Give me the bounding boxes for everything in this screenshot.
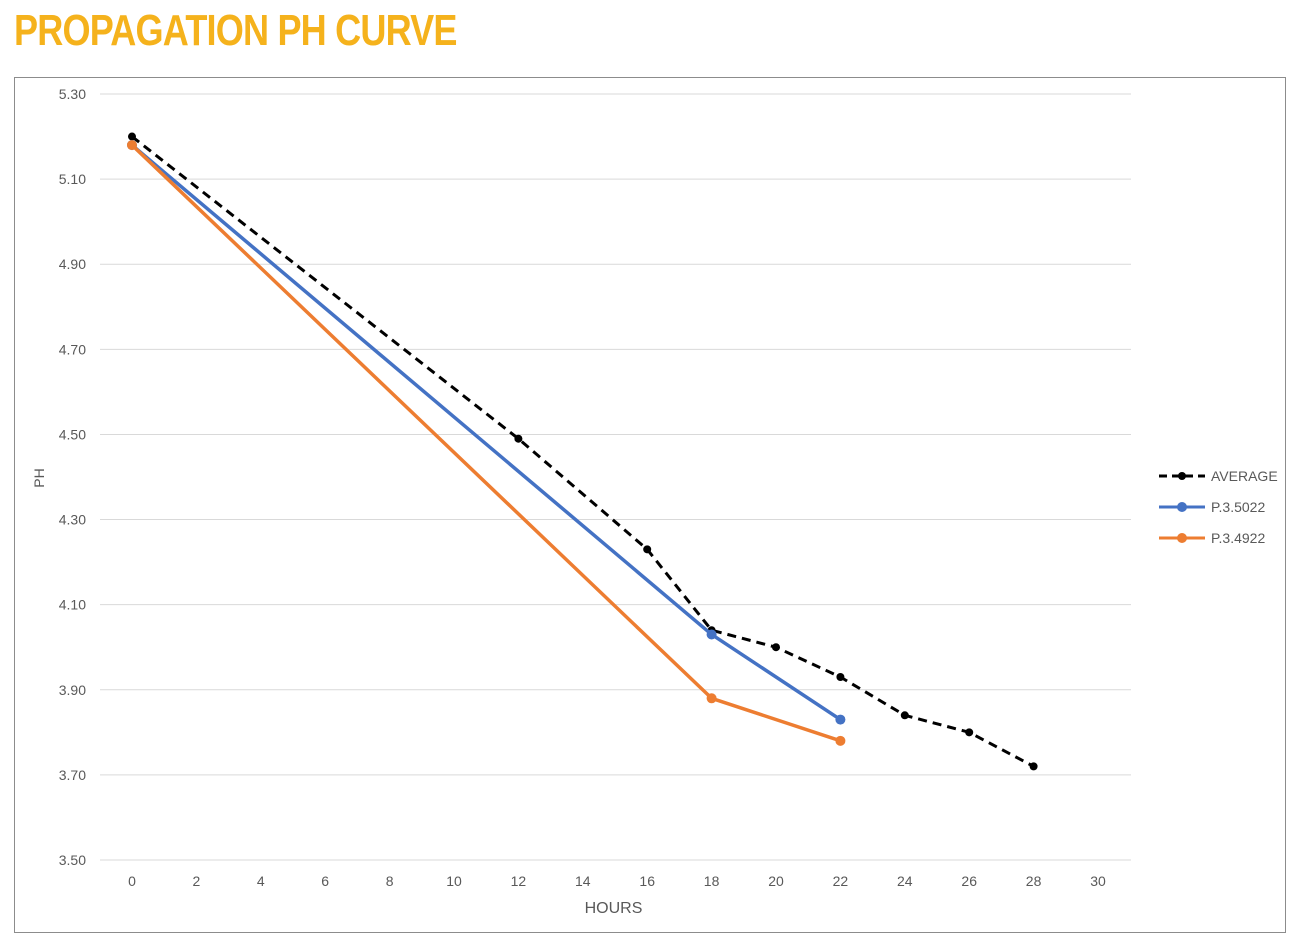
data-point (1029, 762, 1038, 771)
y-tick-label: 4.50 (59, 426, 86, 442)
gridlines (100, 93, 1131, 861)
legend-marker (1177, 533, 1187, 543)
series-average (128, 132, 1038, 771)
data-point (514, 434, 523, 443)
data-point (706, 693, 717, 704)
legend-label: AVERAGE (1211, 468, 1278, 484)
x-tick-label: 2 (193, 873, 201, 889)
series-line (131, 135, 1035, 768)
series-line (130, 143, 842, 722)
data-point (835, 714, 846, 725)
x-tick-label: 22 (833, 873, 849, 889)
legend-label: P.3.4922 (1211, 530, 1265, 546)
x-tick-label: 14 (575, 873, 591, 889)
data-point (643, 545, 652, 554)
data-point (900, 711, 909, 720)
series-p-3-5022 (127, 140, 846, 725)
y-tick-labels: 3.50 3.70 3.90 4.10 4.30 4.50 4.70 4.90 5.10 5.30 (59, 86, 86, 868)
legend-label: P.3.5022 (1211, 499, 1265, 515)
y-tick-label: 4.90 (59, 256, 86, 272)
x-tick-label: 4 (257, 873, 265, 889)
series-lines (127, 132, 1038, 771)
y-axis-label: PH (31, 468, 47, 487)
data-point (128, 132, 136, 141)
y-tick-label: 3.70 (59, 767, 86, 783)
page-title: PROPAGATION PH CURVE (14, 6, 457, 55)
x-axis-label: HOURS (585, 900, 643, 917)
data-point (706, 629, 717, 640)
x-tick-label: 12 (511, 873, 527, 889)
series-p-3-4922 (127, 140, 846, 746)
y-tick-label: 4.10 (59, 597, 86, 613)
legend-item: AVERAGE (1159, 468, 1278, 484)
legend-item: P.3.4922 (1159, 530, 1265, 546)
y-tick-label: 4.30 (59, 512, 86, 528)
legend-marker (1178, 472, 1186, 480)
data-point (965, 728, 974, 737)
data-point (835, 735, 846, 746)
chart-frame (14, 77, 1286, 933)
legend: AVERAGE P.3.5022 P.3.4922 (1159, 468, 1278, 546)
y-tick-label: 5.10 (59, 171, 86, 187)
x-tick-labels: 0 2 4 6 8 10 12 14 16 18 20 22 24 26 28 30 (128, 873, 1106, 889)
legend-item: P.3.5022 (1159, 499, 1265, 515)
x-tick-label: 26 (961, 873, 977, 889)
x-tick-label: 10 (446, 873, 462, 889)
x-tick-label: 28 (1026, 873, 1042, 889)
x-tick-label: 24 (897, 873, 913, 889)
data-point (772, 643, 780, 652)
y-tick-label: 3.90 (59, 682, 86, 698)
y-tick-label: 3.50 (59, 852, 86, 868)
x-tick-label: 8 (386, 873, 394, 889)
y-tick-label: 4.70 (59, 341, 86, 357)
x-tick-label: 18 (704, 873, 720, 889)
x-tick-label: 30 (1090, 873, 1106, 889)
x-tick-label: 0 (128, 873, 136, 889)
y-tick-label: 5.30 (59, 86, 86, 102)
legend-marker (1177, 502, 1187, 512)
data-point (127, 140, 137, 151)
data-point (836, 673, 845, 682)
x-tick-label: 6 (321, 873, 329, 889)
x-tick-label: 20 (768, 873, 784, 889)
x-tick-label: 16 (639, 873, 655, 889)
